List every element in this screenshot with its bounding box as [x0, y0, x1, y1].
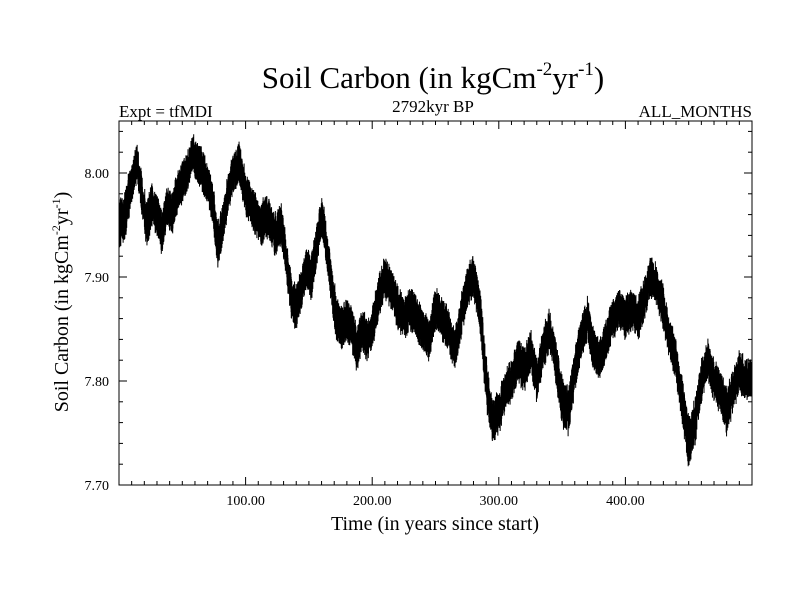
- axis-tick-labels: 100.00 200.00 300.00 400.00 7.70 7.80 7.90 8.00: [85, 167, 645, 509]
- chart-title-sup2: -1: [578, 59, 594, 80]
- y-axis-label: Soil Carbon (in kgCm-2yr-1): [49, 192, 73, 413]
- chart-subtitle: 2792kyr BP: [392, 97, 474, 116]
- y-tick-label: 7.70: [85, 479, 110, 494]
- y-tick-label: 8.00: [85, 167, 110, 182]
- x-tick-label: 300.00: [480, 494, 519, 509]
- y-axis-label-mid: yr: [51, 208, 73, 225]
- plot-frame: [118, 120, 753, 486]
- y-axis-label-sup1: -2: [49, 225, 63, 235]
- chart-title-main: Soil Carbon (in kgCm: [262, 60, 537, 95]
- x-tick-label: 100.00: [226, 494, 265, 509]
- y-axis-label-end: ): [51, 192, 73, 199]
- chart-title-mid: yr: [552, 60, 579, 95]
- x-tick-label: 200.00: [353, 494, 392, 509]
- chart-title-sup1: -2: [536, 59, 552, 80]
- y-axis-label-sup2: -1: [49, 198, 63, 208]
- chart-title: Soil Carbon (in kgCm-2yr-1): [262, 59, 605, 95]
- x-tick-label: 400.00: [606, 494, 645, 509]
- y-tick-label: 7.90: [85, 271, 110, 286]
- x-axis-label: Time (in years since start): [331, 513, 539, 535]
- y-tick-label: 7.80: [85, 375, 110, 390]
- expt-label: Expt = tfMDI: [119, 102, 213, 121]
- series-line-soil-carbon: [119, 134, 752, 467]
- season-label: ALL_MONTHS: [639, 102, 752, 121]
- chart-title-end: ): [594, 60, 604, 95]
- axis-ticks: [119, 121, 752, 485]
- y-axis-label-main: Soil Carbon (in kgCm: [51, 235, 73, 413]
- series-layer: [119, 134, 752, 467]
